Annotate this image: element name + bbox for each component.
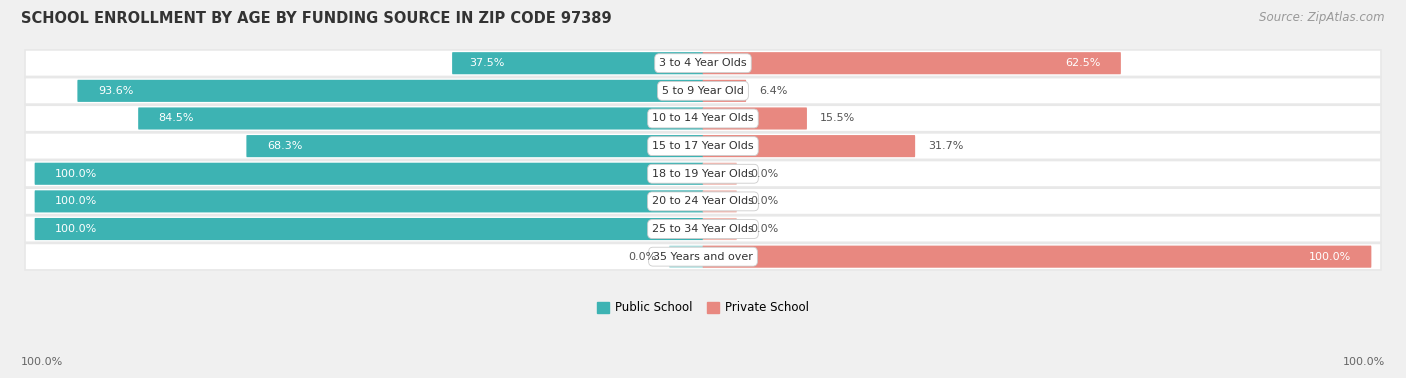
FancyBboxPatch shape xyxy=(669,246,703,268)
Text: 3 to 4 Year Olds: 3 to 4 Year Olds xyxy=(659,58,747,68)
Text: 0.0%: 0.0% xyxy=(749,197,778,206)
Text: 0.0%: 0.0% xyxy=(628,252,657,262)
Text: 0.0%: 0.0% xyxy=(749,169,778,179)
Text: 100.0%: 100.0% xyxy=(55,169,97,179)
FancyBboxPatch shape xyxy=(25,243,1381,270)
Text: 100.0%: 100.0% xyxy=(55,197,97,206)
FancyBboxPatch shape xyxy=(25,216,1381,242)
FancyBboxPatch shape xyxy=(703,80,747,102)
FancyBboxPatch shape xyxy=(25,161,1381,187)
Text: 35 Years and over: 35 Years and over xyxy=(652,252,754,262)
FancyBboxPatch shape xyxy=(703,52,1121,74)
Text: 84.5%: 84.5% xyxy=(159,113,194,124)
FancyBboxPatch shape xyxy=(25,77,1381,104)
Text: 37.5%: 37.5% xyxy=(470,58,505,68)
FancyBboxPatch shape xyxy=(703,163,737,185)
Text: 100.0%: 100.0% xyxy=(21,357,63,367)
Text: 15.5%: 15.5% xyxy=(820,113,855,124)
Text: 25 to 34 Year Olds: 25 to 34 Year Olds xyxy=(652,224,754,234)
Text: SCHOOL ENROLLMENT BY AGE BY FUNDING SOURCE IN ZIP CODE 97389: SCHOOL ENROLLMENT BY AGE BY FUNDING SOUR… xyxy=(21,11,612,26)
FancyBboxPatch shape xyxy=(453,52,703,74)
FancyBboxPatch shape xyxy=(25,133,1381,160)
FancyBboxPatch shape xyxy=(77,80,703,102)
FancyBboxPatch shape xyxy=(25,105,1381,132)
Text: 10 to 14 Year Olds: 10 to 14 Year Olds xyxy=(652,113,754,124)
FancyBboxPatch shape xyxy=(703,107,807,130)
Text: 6.4%: 6.4% xyxy=(759,86,787,96)
Legend: Public School, Private School: Public School, Private School xyxy=(593,297,813,319)
FancyBboxPatch shape xyxy=(138,107,703,130)
FancyBboxPatch shape xyxy=(35,218,703,240)
Text: 18 to 19 Year Olds: 18 to 19 Year Olds xyxy=(652,169,754,179)
Text: 100.0%: 100.0% xyxy=(1343,357,1385,367)
Text: 93.6%: 93.6% xyxy=(98,86,134,96)
Text: 100.0%: 100.0% xyxy=(55,224,97,234)
Text: 0.0%: 0.0% xyxy=(749,224,778,234)
FancyBboxPatch shape xyxy=(703,135,915,157)
Text: 100.0%: 100.0% xyxy=(1309,252,1351,262)
FancyBboxPatch shape xyxy=(25,50,1381,76)
Text: 68.3%: 68.3% xyxy=(267,141,302,151)
Text: 5 to 9 Year Old: 5 to 9 Year Old xyxy=(662,86,744,96)
FancyBboxPatch shape xyxy=(703,218,737,240)
FancyBboxPatch shape xyxy=(703,246,1371,268)
Text: 31.7%: 31.7% xyxy=(928,141,963,151)
FancyBboxPatch shape xyxy=(35,163,703,185)
Text: 20 to 24 Year Olds: 20 to 24 Year Olds xyxy=(652,197,754,206)
FancyBboxPatch shape xyxy=(25,188,1381,215)
Text: 15 to 17 Year Olds: 15 to 17 Year Olds xyxy=(652,141,754,151)
FancyBboxPatch shape xyxy=(35,191,703,212)
FancyBboxPatch shape xyxy=(703,191,737,212)
Text: 62.5%: 62.5% xyxy=(1066,58,1101,68)
FancyBboxPatch shape xyxy=(246,135,703,157)
Text: Source: ZipAtlas.com: Source: ZipAtlas.com xyxy=(1260,11,1385,24)
